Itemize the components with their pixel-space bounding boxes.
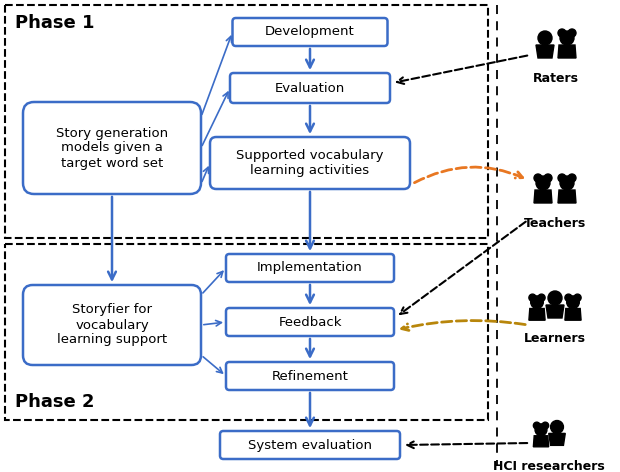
Text: System evaluation: System evaluation xyxy=(248,438,372,452)
Text: Story generation
models given a
target word set: Story generation models given a target w… xyxy=(56,126,168,169)
FancyBboxPatch shape xyxy=(230,73,390,103)
Circle shape xyxy=(542,422,549,429)
Circle shape xyxy=(544,174,552,182)
FancyBboxPatch shape xyxy=(232,18,388,46)
Text: Feedback: Feedback xyxy=(278,315,342,329)
Polygon shape xyxy=(558,190,576,203)
Polygon shape xyxy=(534,190,552,203)
Circle shape xyxy=(567,296,579,309)
Polygon shape xyxy=(546,305,564,318)
Text: Raters: Raters xyxy=(533,72,579,85)
Text: HCI researchers: HCI researchers xyxy=(493,460,605,472)
Text: Supported vocabulary
learning activities: Supported vocabulary learning activities xyxy=(236,149,384,177)
Circle shape xyxy=(536,176,550,190)
Circle shape xyxy=(565,294,572,301)
Polygon shape xyxy=(565,309,581,320)
Bar xyxy=(5,5,488,238)
Circle shape xyxy=(534,174,542,182)
Circle shape xyxy=(535,424,547,436)
Circle shape xyxy=(568,174,576,182)
FancyBboxPatch shape xyxy=(23,285,201,365)
Bar xyxy=(5,244,488,420)
Text: Development: Development xyxy=(265,25,355,39)
Circle shape xyxy=(568,29,576,37)
Text: Phase 1: Phase 1 xyxy=(15,14,94,32)
Polygon shape xyxy=(533,436,549,447)
Circle shape xyxy=(538,31,552,45)
Circle shape xyxy=(548,291,562,305)
Polygon shape xyxy=(536,45,554,58)
Polygon shape xyxy=(529,309,545,320)
Text: Phase 2: Phase 2 xyxy=(15,393,94,411)
Circle shape xyxy=(574,294,581,301)
Circle shape xyxy=(560,31,574,45)
Text: Storyfier for
vocabulary
learning support: Storyfier for vocabulary learning suppor… xyxy=(57,303,167,346)
Text: Teachers: Teachers xyxy=(524,217,586,230)
Polygon shape xyxy=(558,45,576,58)
Text: Learners: Learners xyxy=(524,332,586,345)
FancyBboxPatch shape xyxy=(23,102,201,194)
FancyBboxPatch shape xyxy=(210,137,410,189)
Circle shape xyxy=(558,174,566,182)
FancyBboxPatch shape xyxy=(226,308,394,336)
Circle shape xyxy=(551,421,564,433)
Circle shape xyxy=(560,176,574,190)
Circle shape xyxy=(533,422,540,429)
Text: Implementation: Implementation xyxy=(257,261,363,275)
Text: Evaluation: Evaluation xyxy=(275,82,345,94)
FancyBboxPatch shape xyxy=(220,431,400,459)
Polygon shape xyxy=(549,433,565,446)
Circle shape xyxy=(558,29,566,37)
Circle shape xyxy=(538,294,545,301)
Text: Refinement: Refinement xyxy=(272,370,348,382)
Circle shape xyxy=(529,294,536,301)
FancyBboxPatch shape xyxy=(226,362,394,390)
FancyBboxPatch shape xyxy=(226,254,394,282)
Circle shape xyxy=(531,296,543,309)
